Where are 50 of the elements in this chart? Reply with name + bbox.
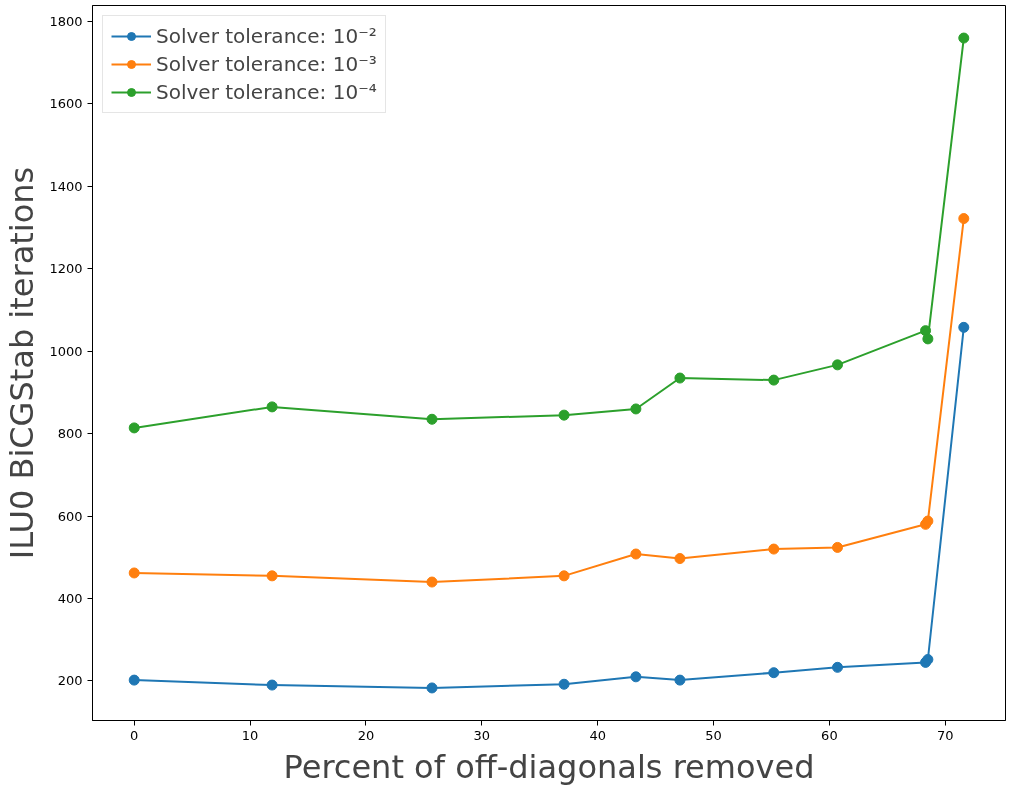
x-tick-label: 0 [130, 727, 139, 743]
y-tick-label: 1200 [49, 261, 83, 277]
point [630, 403, 642, 415]
y-axis-title: ILU0 BiCGStab iterations [3, 166, 42, 560]
point [630, 671, 642, 683]
x-axis-title: Percent of off-diagonals removed [283, 747, 815, 786]
point [426, 682, 438, 694]
point [426, 413, 438, 425]
point [266, 570, 278, 582]
x-tick-label: 60 [821, 727, 838, 743]
point [266, 401, 278, 413]
point [768, 667, 780, 679]
point [128, 567, 140, 579]
legend-label: Solver tolerance: 10⁻³ [156, 52, 377, 76]
point [674, 674, 686, 686]
point [674, 372, 686, 384]
y-tick-label: 1400 [49, 178, 83, 194]
point [558, 678, 570, 690]
y-tick-label: 1800 [49, 14, 83, 30]
y-tick-label: 1000 [49, 343, 83, 359]
point [266, 679, 278, 691]
point [958, 213, 970, 225]
legend-label: Solver tolerance: 10⁻⁴ [156, 80, 377, 104]
y-tick-label: 400 [57, 591, 83, 607]
y-tick-label: 600 [57, 508, 83, 524]
x-tick-label: 50 [705, 727, 722, 743]
point [128, 422, 140, 434]
y-tick-label: 1600 [49, 96, 83, 112]
x-tick-label: 10 [241, 727, 259, 743]
point [558, 409, 570, 421]
point [832, 359, 843, 371]
point [832, 661, 843, 673]
y-tick-label: 200 [57, 673, 83, 689]
point [768, 374, 780, 386]
legend-label: Solver tolerance: 10⁻² [156, 24, 377, 48]
point [558, 570, 570, 582]
x-tick-label: 30 [473, 727, 491, 743]
point [922, 333, 934, 345]
point [630, 548, 642, 560]
point [768, 543, 780, 555]
point [958, 32, 970, 44]
point [674, 553, 686, 565]
point [128, 674, 140, 686]
x-tick-label: 70 [936, 727, 954, 743]
point [958, 321, 970, 333]
y-tick-label: 800 [57, 426, 83, 442]
point [832, 541, 843, 553]
point [426, 576, 438, 588]
x-tick-label: 20 [357, 727, 375, 743]
x-tick-label: 40 [589, 727, 606, 743]
